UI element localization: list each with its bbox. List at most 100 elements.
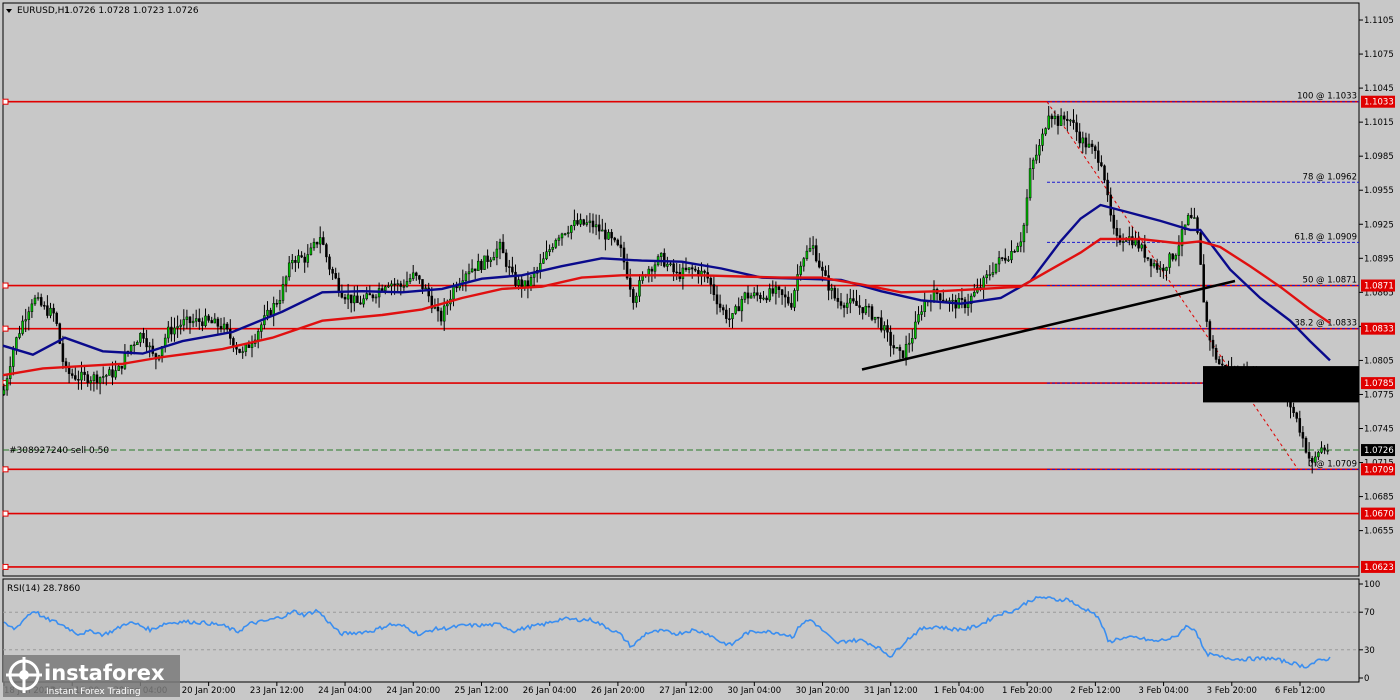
candle-body: [207, 315, 210, 321]
candle-body: [1047, 115, 1050, 129]
candle-body: [1115, 227, 1119, 236]
collapse-triangle-icon[interactable]: [6, 9, 12, 13]
candle-body: [985, 274, 988, 279]
time-tick-label: 2 Feb 12:00: [1070, 686, 1120, 696]
candle-body: [821, 266, 824, 271]
candle-body: [694, 268, 697, 271]
candle-body: [728, 318, 731, 320]
candle-body: [659, 252, 663, 257]
candle-body: [1199, 232, 1202, 265]
candle-body: [393, 283, 396, 286]
candle-body: [632, 289, 635, 303]
candle-body: [1062, 115, 1066, 120]
candle-body: [911, 337, 914, 344]
candle-body: [492, 257, 496, 261]
candle-body: [1171, 253, 1174, 260]
candle-body: [780, 289, 784, 296]
candle-body: [1093, 146, 1097, 152]
time-tick-label: 23 Jan 12:00: [250, 686, 304, 696]
candle-body: [802, 258, 806, 267]
candle-body: [198, 318, 201, 322]
candle-body: [951, 299, 954, 302]
candle-body: [588, 220, 592, 223]
candle-body: [483, 255, 486, 270]
candle-body: [997, 257, 1001, 265]
candle-body: [145, 338, 148, 348]
time-tick-label: 26 Jan 20:00: [591, 686, 645, 696]
candle-body: [1066, 118, 1069, 121]
candle-body: [799, 265, 802, 275]
candle-body: [663, 252, 666, 267]
candle-body: [464, 273, 468, 281]
candle-body: [1053, 115, 1057, 120]
candle-body: [718, 303, 722, 308]
candle-body: [1112, 214, 1116, 229]
price-tick-label: 1.0685: [1364, 493, 1394, 503]
candle-body: [774, 286, 778, 294]
candle-body: [557, 237, 561, 241]
candle-body: [783, 294, 787, 298]
candle-body: [1155, 263, 1159, 270]
candle-body: [123, 353, 127, 369]
candle-body: [368, 293, 372, 296]
candle-body: [988, 274, 992, 276]
candle-body: [374, 296, 378, 299]
candle-body: [411, 272, 415, 279]
candle-body: [818, 260, 821, 268]
candle-body: [439, 310, 443, 322]
candle-body: [628, 277, 632, 290]
candle-body: [1081, 137, 1085, 144]
rsi-tick-label: 0: [1364, 674, 1369, 684]
candle-body: [824, 270, 827, 276]
candle-body: [55, 312, 58, 324]
candle-body: [532, 273, 536, 278]
candle-body: [269, 309, 272, 316]
candle-body: [597, 224, 601, 232]
candle-body: [349, 294, 353, 304]
candle-body: [796, 274, 799, 291]
candle-body: [669, 263, 672, 265]
candle-body: [1307, 452, 1311, 459]
level-price-badge: [1361, 560, 1395, 573]
candle-body: [712, 284, 716, 295]
candle-body: [762, 297, 765, 300]
candle-body: [709, 277, 713, 285]
candle-body: [842, 305, 846, 308]
candle-body: [477, 260, 480, 271]
candle-body: [43, 305, 46, 307]
candle-body: [839, 301, 843, 306]
candle-body: [1087, 143, 1091, 148]
candle-body: [827, 275, 830, 291]
candle-body: [889, 331, 892, 346]
candle-body: [343, 297, 347, 300]
candle-body: [334, 273, 337, 279]
candle-body: [1069, 119, 1072, 122]
candle-body: [517, 279, 520, 286]
candle-body: [39, 297, 43, 306]
candle-body: [1010, 251, 1013, 261]
level-handle: [2, 466, 9, 473]
candle-body: [8, 366, 12, 379]
candle-body: [1301, 432, 1305, 439]
symbol-label: EURUSD,H1: [17, 6, 70, 16]
candle-body: [380, 288, 384, 291]
candle-body: [467, 271, 471, 275]
candle-body: [387, 285, 390, 288]
candle-body: [960, 297, 964, 300]
candle-body: [830, 287, 833, 291]
candle-body: [470, 268, 474, 273]
candle-body: [880, 317, 883, 331]
candle-body: [1050, 115, 1054, 120]
current-price-text: 1.0726: [1364, 446, 1394, 456]
candle-body: [452, 286, 455, 300]
rsi-panel-frame: [2, 578, 1360, 683]
candle-body: [21, 320, 24, 334]
rsi-tick-label: 30: [1364, 646, 1375, 656]
candle-body: [49, 307, 52, 316]
candle-body: [191, 320, 195, 324]
candle-body: [1211, 339, 1215, 349]
candle-body: [721, 307, 725, 311]
moving-averages: [2, 203, 1331, 377]
candle-body: [672, 263, 675, 273]
candle-body: [92, 374, 96, 381]
